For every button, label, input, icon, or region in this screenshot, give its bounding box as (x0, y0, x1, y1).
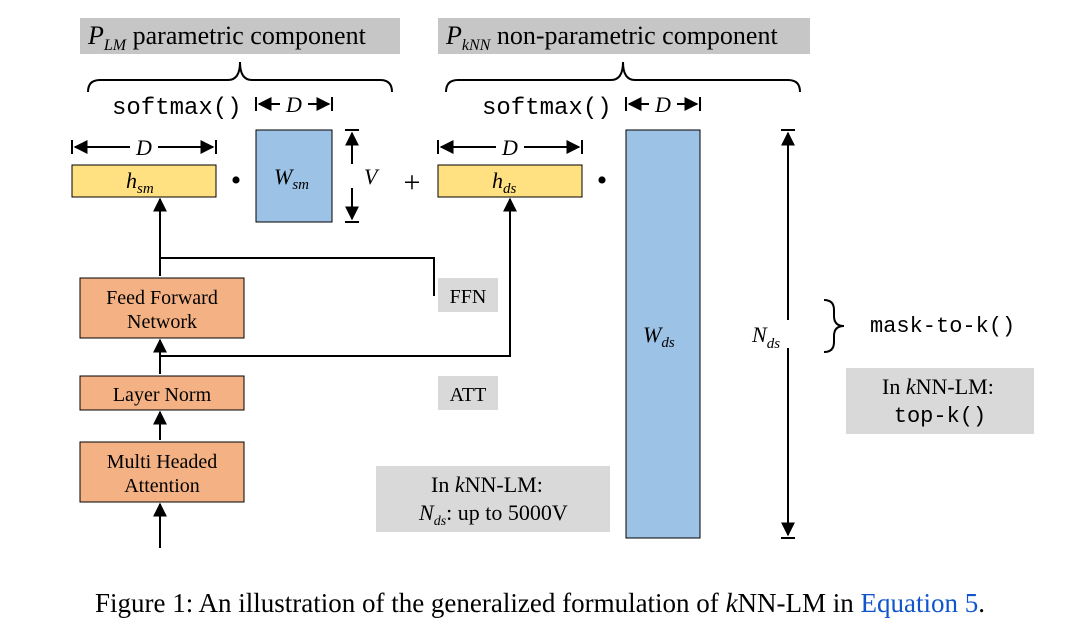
dim-d-wds: D (654, 92, 671, 117)
dim-d-hsm: D (135, 135, 152, 160)
caption-mid: NN-LM in (738, 588, 861, 618)
caption-suffix: . (978, 588, 985, 618)
ffn-block-line0: Feed Forward (106, 287, 218, 309)
ln-block-line0: Layer Norm (113, 384, 212, 406)
caption-link[interactable]: Equation 5 (861, 588, 979, 618)
dim-d-wsm: D (285, 92, 302, 117)
figure-caption: Figure 1: An illustration of the general… (0, 588, 1080, 619)
softmax-right: softmax() (482, 95, 612, 122)
dot-left: • (231, 164, 242, 197)
wsm-box (256, 130, 332, 222)
plus-op: + (404, 166, 421, 199)
softmax-left: softmax() (112, 95, 242, 122)
dim-d-hds: D (501, 135, 518, 160)
caption-prefix: Figure 1: An illustration of the general… (95, 588, 726, 618)
knn-note-right-line1: In kNN-LM: (882, 374, 994, 399)
caption-k: k (726, 588, 738, 618)
knn-note-right-line2: top-k() (894, 404, 986, 429)
header-left-label: PLM parametric component (87, 21, 367, 54)
header-right-label: PkNN non-parametric component (445, 21, 778, 54)
mask-to-k-label: mask-to-k() (870, 314, 1015, 339)
knn-note-mid-line1: In kNN-LM: (431, 472, 543, 497)
diagram-canvas: PLM parametric component PkNN non-paramet… (0, 0, 1080, 644)
att-grey-label: ATT (450, 384, 487, 406)
dot-right: • (597, 164, 608, 197)
wds-box (626, 130, 700, 538)
ffn-grey-label: FFN (450, 286, 487, 308)
ffn-block-line1: Network (127, 311, 197, 333)
mha-block-line0: Multi Headed (107, 451, 218, 473)
mha-block-line1: Attention (124, 475, 200, 497)
